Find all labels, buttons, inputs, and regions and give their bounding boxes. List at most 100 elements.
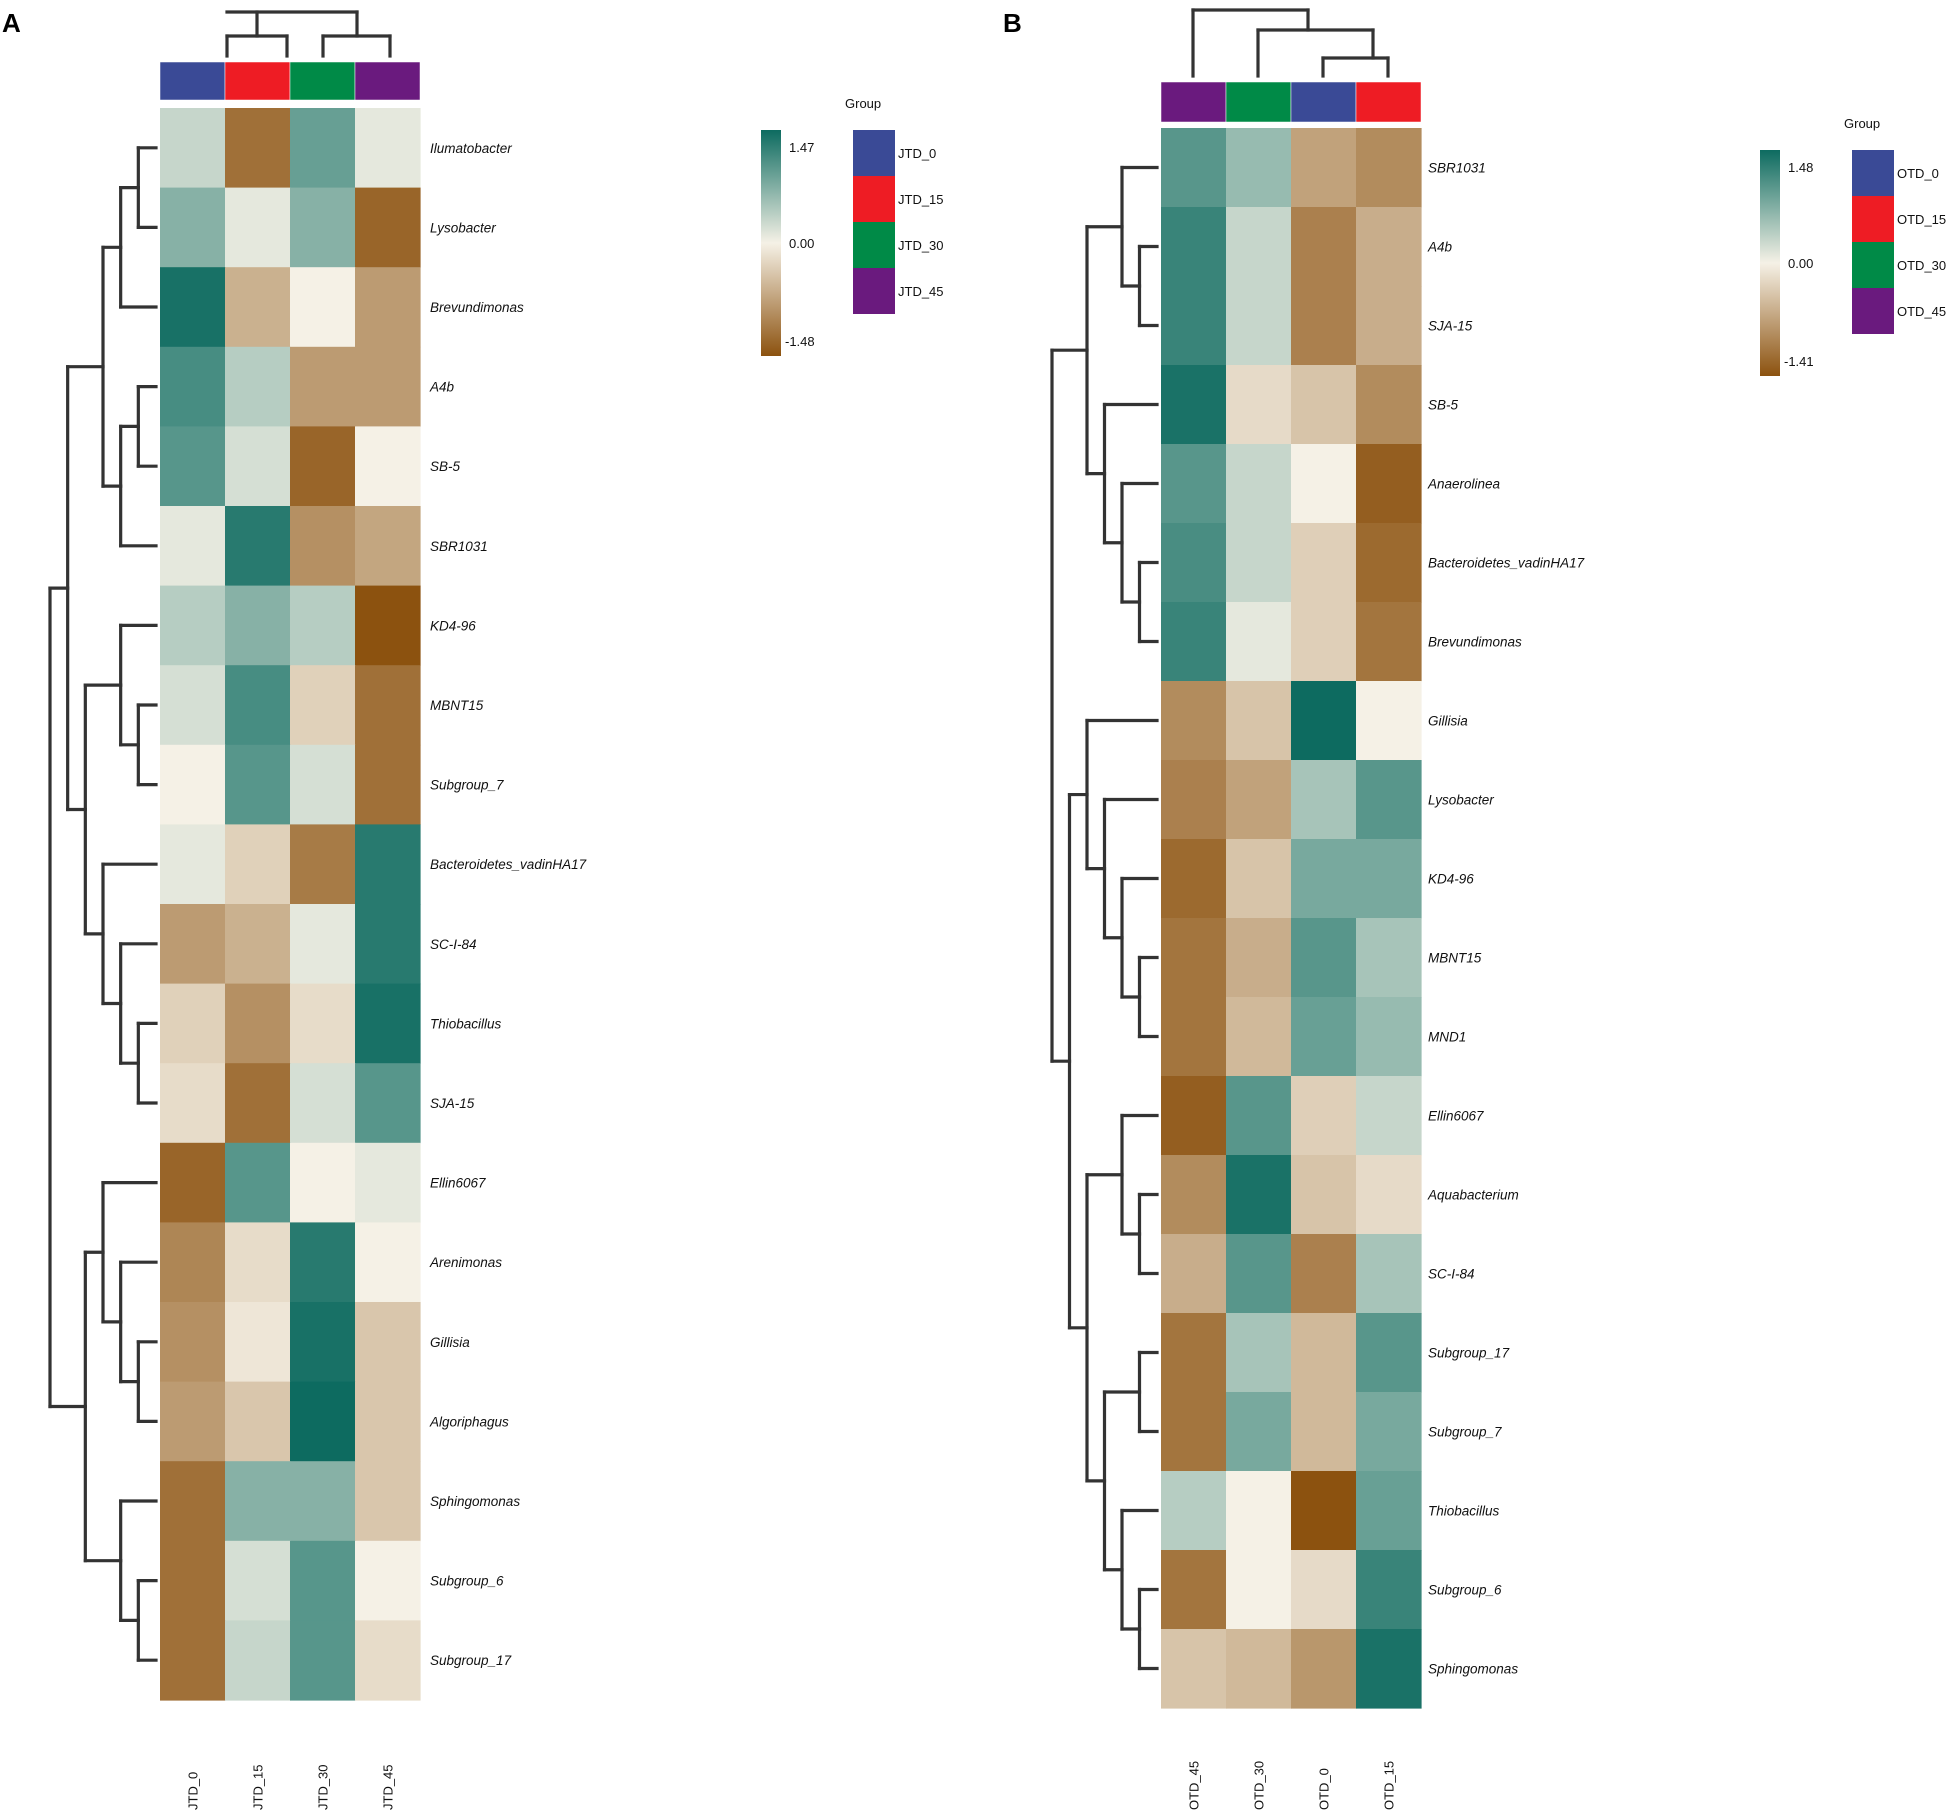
row-label: Subgroup_7: [430, 778, 504, 793]
heatmap-cell: [1226, 365, 1292, 445]
row-label: KD4-96: [430, 618, 476, 633]
heatmap-cell: [160, 346, 226, 427]
heatmap-cell: [160, 1142, 226, 1223]
heatmap-cell: [355, 426, 421, 507]
heatmap-cell: [290, 426, 356, 507]
row-dendrogram: [48, 146, 158, 1662]
heatmap-cell: [290, 108, 356, 189]
heatmap-cell: [1226, 681, 1292, 761]
heatmap-cell: [355, 1222, 421, 1303]
heatmap-cell: [1226, 1076, 1292, 1156]
heatmap-cell: [1356, 1392, 1422, 1472]
heatmap-cell: [355, 1302, 421, 1383]
heatmap-cell: [160, 824, 226, 905]
heatmap-cell: [1356, 1629, 1422, 1709]
group-legend-swatch: [853, 268, 895, 314]
color-scale-legend: 1.48 0.00 -1.41: [1760, 150, 1814, 376]
heatmap-cell: [1356, 286, 1422, 366]
column-label: JTD_15: [251, 1764, 266, 1810]
heatmap-cell: [355, 108, 421, 189]
row-label: KD4-96: [1428, 872, 1474, 887]
heatmap-cell: [1161, 1550, 1227, 1630]
column-labels: OTD_45 OTD_30 OTD_0 OTD_15: [1187, 1761, 1397, 1810]
color-scale-bar: [1760, 150, 1780, 376]
group-legend-label: JTD_15: [898, 192, 944, 207]
heatmap-cell: [1161, 1076, 1227, 1156]
heatmap-cell: [1356, 918, 1422, 998]
row-label: Algoriphagus: [429, 1414, 509, 1429]
heatmap-cell: [1161, 760, 1227, 840]
group-legend-swatch: [1852, 150, 1894, 196]
heatmap-cell: [1291, 523, 1357, 603]
heatmap-cell: [355, 1540, 421, 1621]
heatmap-cell: [355, 267, 421, 348]
heatmap-cell: [1291, 1155, 1357, 1235]
heatmap-cell: [1356, 839, 1422, 919]
group-swatch-jtd-15: [224, 61, 291, 101]
heatmap-cell: [1356, 1550, 1422, 1630]
row-label: Gillisia: [1428, 714, 1468, 729]
row-label: Aquabacterium: [1427, 1188, 1519, 1203]
heatmap-cell: [1356, 997, 1422, 1077]
group-legend-label: OTD_45: [1897, 304, 1946, 319]
group-swatch-jtd-45: [354, 61, 421, 101]
heatmap-cell: [355, 983, 421, 1064]
heatmap-cell: [1226, 1234, 1292, 1314]
heatmap-cell: [1291, 1629, 1357, 1709]
heatmap-cell: [355, 824, 421, 905]
heatmap-cell: [1226, 523, 1292, 603]
row-label: SC-I-84: [1428, 1267, 1475, 1282]
heatmap-cell: [160, 1461, 226, 1542]
group-swatch-jtd-30: [289, 61, 356, 101]
heatmap-cell: [355, 665, 421, 746]
row-label: Ellin6067: [1428, 1109, 1484, 1124]
heatmap-cell: [355, 187, 421, 268]
column-label: JTD_0: [186, 1772, 201, 1810]
heatmap-cell: [355, 1063, 421, 1144]
heatmap-cell: [290, 187, 356, 268]
panel-label: B: [1003, 8, 1022, 38]
row-label: Ellin6067: [430, 1176, 486, 1191]
group-swatch-otd-0: [1290, 81, 1357, 123]
heatmap-cell: [290, 506, 356, 587]
heatmap-cell: [1356, 602, 1422, 682]
heatmap-cell: [1226, 1155, 1292, 1235]
heatmap-cell: [225, 1540, 291, 1621]
heatmap-cell: [290, 585, 356, 666]
heatmap-cell: [290, 1381, 356, 1462]
row-label: Sphingomonas: [430, 1494, 520, 1509]
heatmap-cell: [1161, 207, 1227, 287]
heatmap-cell: [1226, 1550, 1292, 1630]
group-legend-label: OTD_0: [1897, 166, 1939, 181]
heatmap-cell: [225, 665, 291, 746]
heatmap-cell: [1291, 1076, 1357, 1156]
heatmap-cell: [160, 1302, 226, 1383]
row-label: Lysobacter: [1428, 793, 1494, 808]
heatmap-cell: [1356, 207, 1422, 287]
column-label: JTD_30: [316, 1764, 331, 1810]
heatmap-cell: [290, 665, 356, 746]
heatmap-cell: [290, 346, 356, 427]
color-scale-tick: 1.47: [789, 140, 814, 155]
column-label: OTD_0: [1317, 1768, 1332, 1810]
column-label: JTD_45: [381, 1764, 396, 1810]
heatmap-cell: [225, 187, 291, 268]
column-label: OTD_15: [1382, 1761, 1397, 1810]
color-scale-tick: 1.48: [1788, 160, 1813, 175]
heatmap-cell: [1291, 839, 1357, 919]
row-label: Bacteroidetes_vadinHA17: [1428, 556, 1585, 571]
heatmap-cell: [1291, 918, 1357, 998]
row-label: A4b: [429, 380, 455, 395]
heatmap-cell: [1161, 523, 1227, 603]
heatmap-cell: [290, 1222, 356, 1303]
heatmap-cell: [1161, 444, 1227, 524]
heatmap-cell: [1226, 207, 1292, 287]
heatmap-cell: [1356, 523, 1422, 603]
heatmap-cell: [160, 744, 226, 825]
heatmap-cell: [1356, 1155, 1422, 1235]
heatmap-cell: [160, 267, 226, 348]
group-color-bar: [1160, 81, 1422, 123]
heatmap-cells: [1161, 128, 1422, 1709]
heatmap-cell: [225, 983, 291, 1064]
